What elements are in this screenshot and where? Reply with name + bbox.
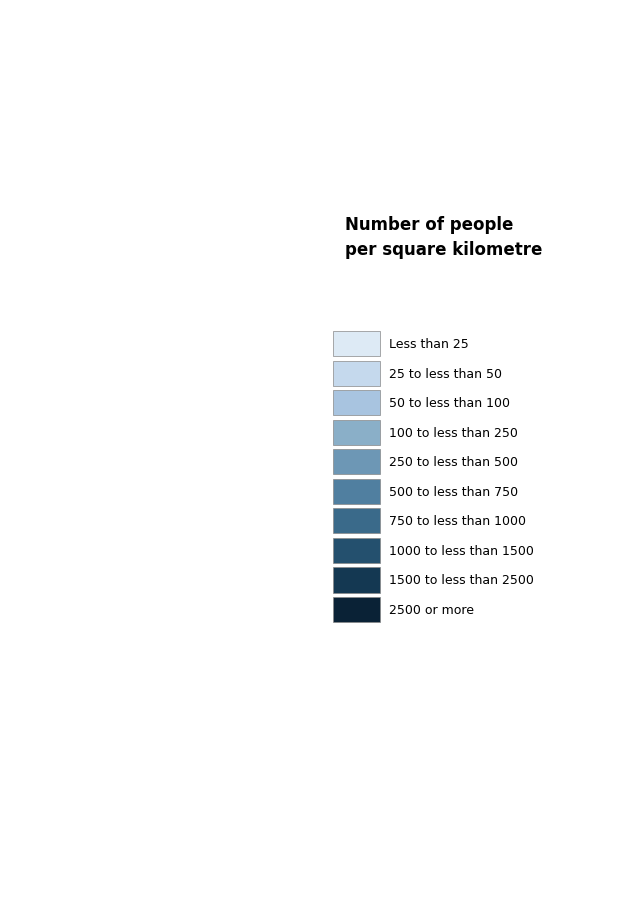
- Text: Less than 25: Less than 25: [390, 338, 469, 350]
- Text: 25 to less than 50: 25 to less than 50: [390, 368, 502, 380]
- Text: Number of people
per square kilometre: Number of people per square kilometre: [345, 216, 543, 259]
- FancyBboxPatch shape: [333, 331, 380, 357]
- FancyBboxPatch shape: [333, 538, 380, 563]
- Text: 100 to less than 250: 100 to less than 250: [390, 426, 518, 439]
- FancyBboxPatch shape: [333, 450, 380, 475]
- FancyBboxPatch shape: [333, 597, 380, 622]
- FancyBboxPatch shape: [333, 508, 380, 534]
- FancyBboxPatch shape: [333, 420, 380, 445]
- FancyBboxPatch shape: [333, 391, 380, 415]
- FancyBboxPatch shape: [333, 361, 380, 386]
- FancyBboxPatch shape: [333, 568, 380, 593]
- FancyBboxPatch shape: [333, 479, 380, 504]
- Text: 250 to less than 500: 250 to less than 500: [390, 456, 518, 469]
- Text: 750 to less than 1000: 750 to less than 1000: [390, 515, 527, 527]
- Text: 2500 or more: 2500 or more: [390, 603, 474, 617]
- Text: 50 to less than 100: 50 to less than 100: [390, 396, 511, 410]
- Text: 500 to less than 750: 500 to less than 750: [390, 485, 518, 498]
- Text: 1500 to less than 2500: 1500 to less than 2500: [390, 573, 534, 587]
- Text: 1000 to less than 1500: 1000 to less than 1500: [390, 545, 534, 557]
